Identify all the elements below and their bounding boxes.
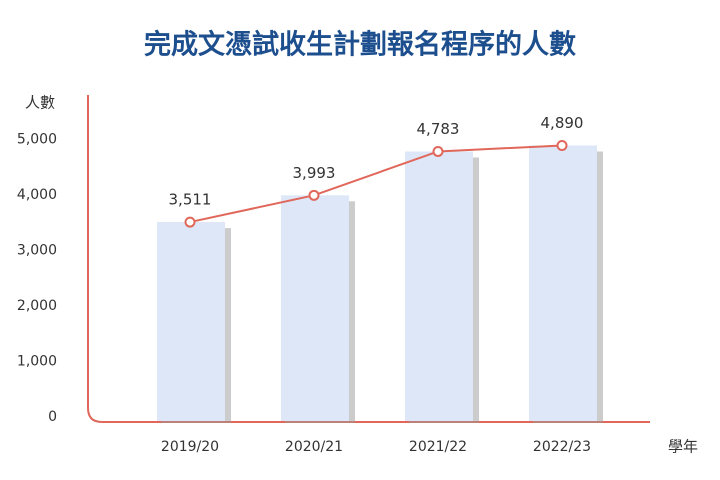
x-tick-label: 2019/20: [161, 439, 219, 455]
y-tick-label: 5,000: [17, 131, 57, 147]
axis-line: [87, 95, 650, 423]
line-marker: [308, 189, 320, 201]
x-axis-label: 學年: [668, 438, 698, 456]
bar: [405, 151, 473, 421]
data-label: 4,783: [417, 120, 460, 138]
data-label: 3,993: [293, 164, 336, 182]
data-label: 3,511: [169, 191, 212, 209]
line: [189, 144, 563, 224]
y-tick-label: 1,000: [17, 353, 57, 369]
line-marker: [432, 145, 444, 157]
bar: [157, 222, 225, 421]
bar: [529, 145, 597, 421]
x-tick-label: 2021/22: [409, 439, 467, 455]
y-tick-label: 3,000: [17, 242, 57, 258]
y-tick-label: 2,000: [17, 298, 57, 314]
bar: [281, 195, 349, 421]
x-tick-label: 2020/21: [285, 439, 343, 455]
line-marker: [184, 216, 196, 228]
data-label: 4,890: [541, 114, 584, 132]
y-tick-label: 0: [48, 409, 57, 425]
chart-title: 完成文憑試收生計劃報名程序的人數: [144, 29, 576, 61]
x-tick-label: 2022/23: [533, 439, 591, 455]
y-tick-label: 4,000: [17, 187, 57, 203]
y-axis-label: 人數: [25, 94, 55, 112]
line-marker: [556, 140, 568, 152]
